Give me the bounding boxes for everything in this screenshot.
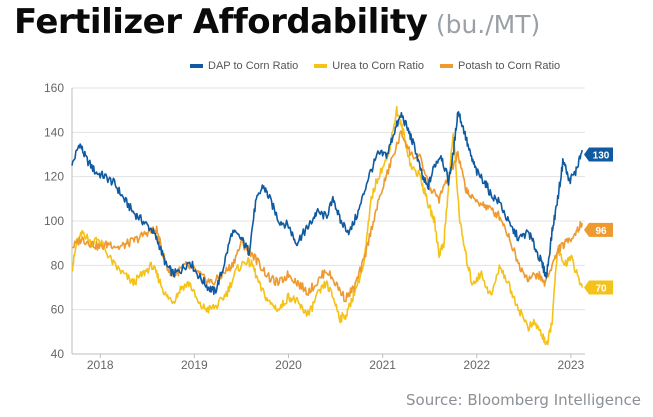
legend-item-urea: Urea to Corn Ratio [314, 60, 424, 72]
x-tick-label: 2023 [558, 358, 585, 372]
end-label-badge [584, 147, 613, 162]
chart-subtitle: (bu./MT) [435, 10, 541, 39]
x-tick-label: 2021 [369, 358, 396, 372]
legend-label-dap: DAP to Corn Ratio [208, 60, 299, 72]
legend-swatch-urea [314, 64, 328, 68]
y-tick-label: 80 [51, 258, 65, 272]
legend-swatch-dap [190, 64, 203, 68]
legend-item-potash: Potash to Corn Ratio [440, 60, 560, 72]
chart-title: Fertilizer Affordability [14, 2, 428, 42]
y-tick-label: 100 [44, 214, 64, 228]
legend: DAP to Corn Ratio Urea to Corn Ratio Pot… [190, 60, 560, 72]
y-tick-label: 40 [51, 347, 65, 361]
x-tick-label: 2019 [181, 358, 208, 372]
y-tick-label: 160 [44, 81, 64, 95]
legend-label-potash: Potash to Corn Ratio [458, 60, 561, 72]
y-tick-label: 140 [44, 125, 64, 139]
end-label-value: 70 [595, 284, 607, 295]
y-tick-label: 120 [44, 170, 64, 184]
end-label-value: 96 [595, 226, 607, 237]
title-row: Fertilizer Affordability (bu./MT) [14, 2, 540, 42]
series-line-potash [71, 130, 583, 303]
x-tick-label: 2018 [87, 358, 114, 372]
end-label-badge [584, 222, 613, 237]
x-tick-label: 2022 [463, 358, 490, 372]
end-label-badge [584, 280, 613, 295]
y-tick-label: 60 [51, 303, 65, 317]
legend-item-dap: DAP to Corn Ratio [190, 60, 298, 72]
source-note: Source: Bloomberg Intelligence [406, 391, 641, 409]
legend-swatch-potash [440, 64, 454, 68]
series-line-urea [71, 105, 583, 346]
series-line-dap [71, 111, 583, 296]
x-tick-label: 2020 [275, 358, 302, 372]
end-label-value: 130 [593, 151, 610, 162]
legend-label-urea: Urea to Corn Ratio [332, 60, 425, 72]
